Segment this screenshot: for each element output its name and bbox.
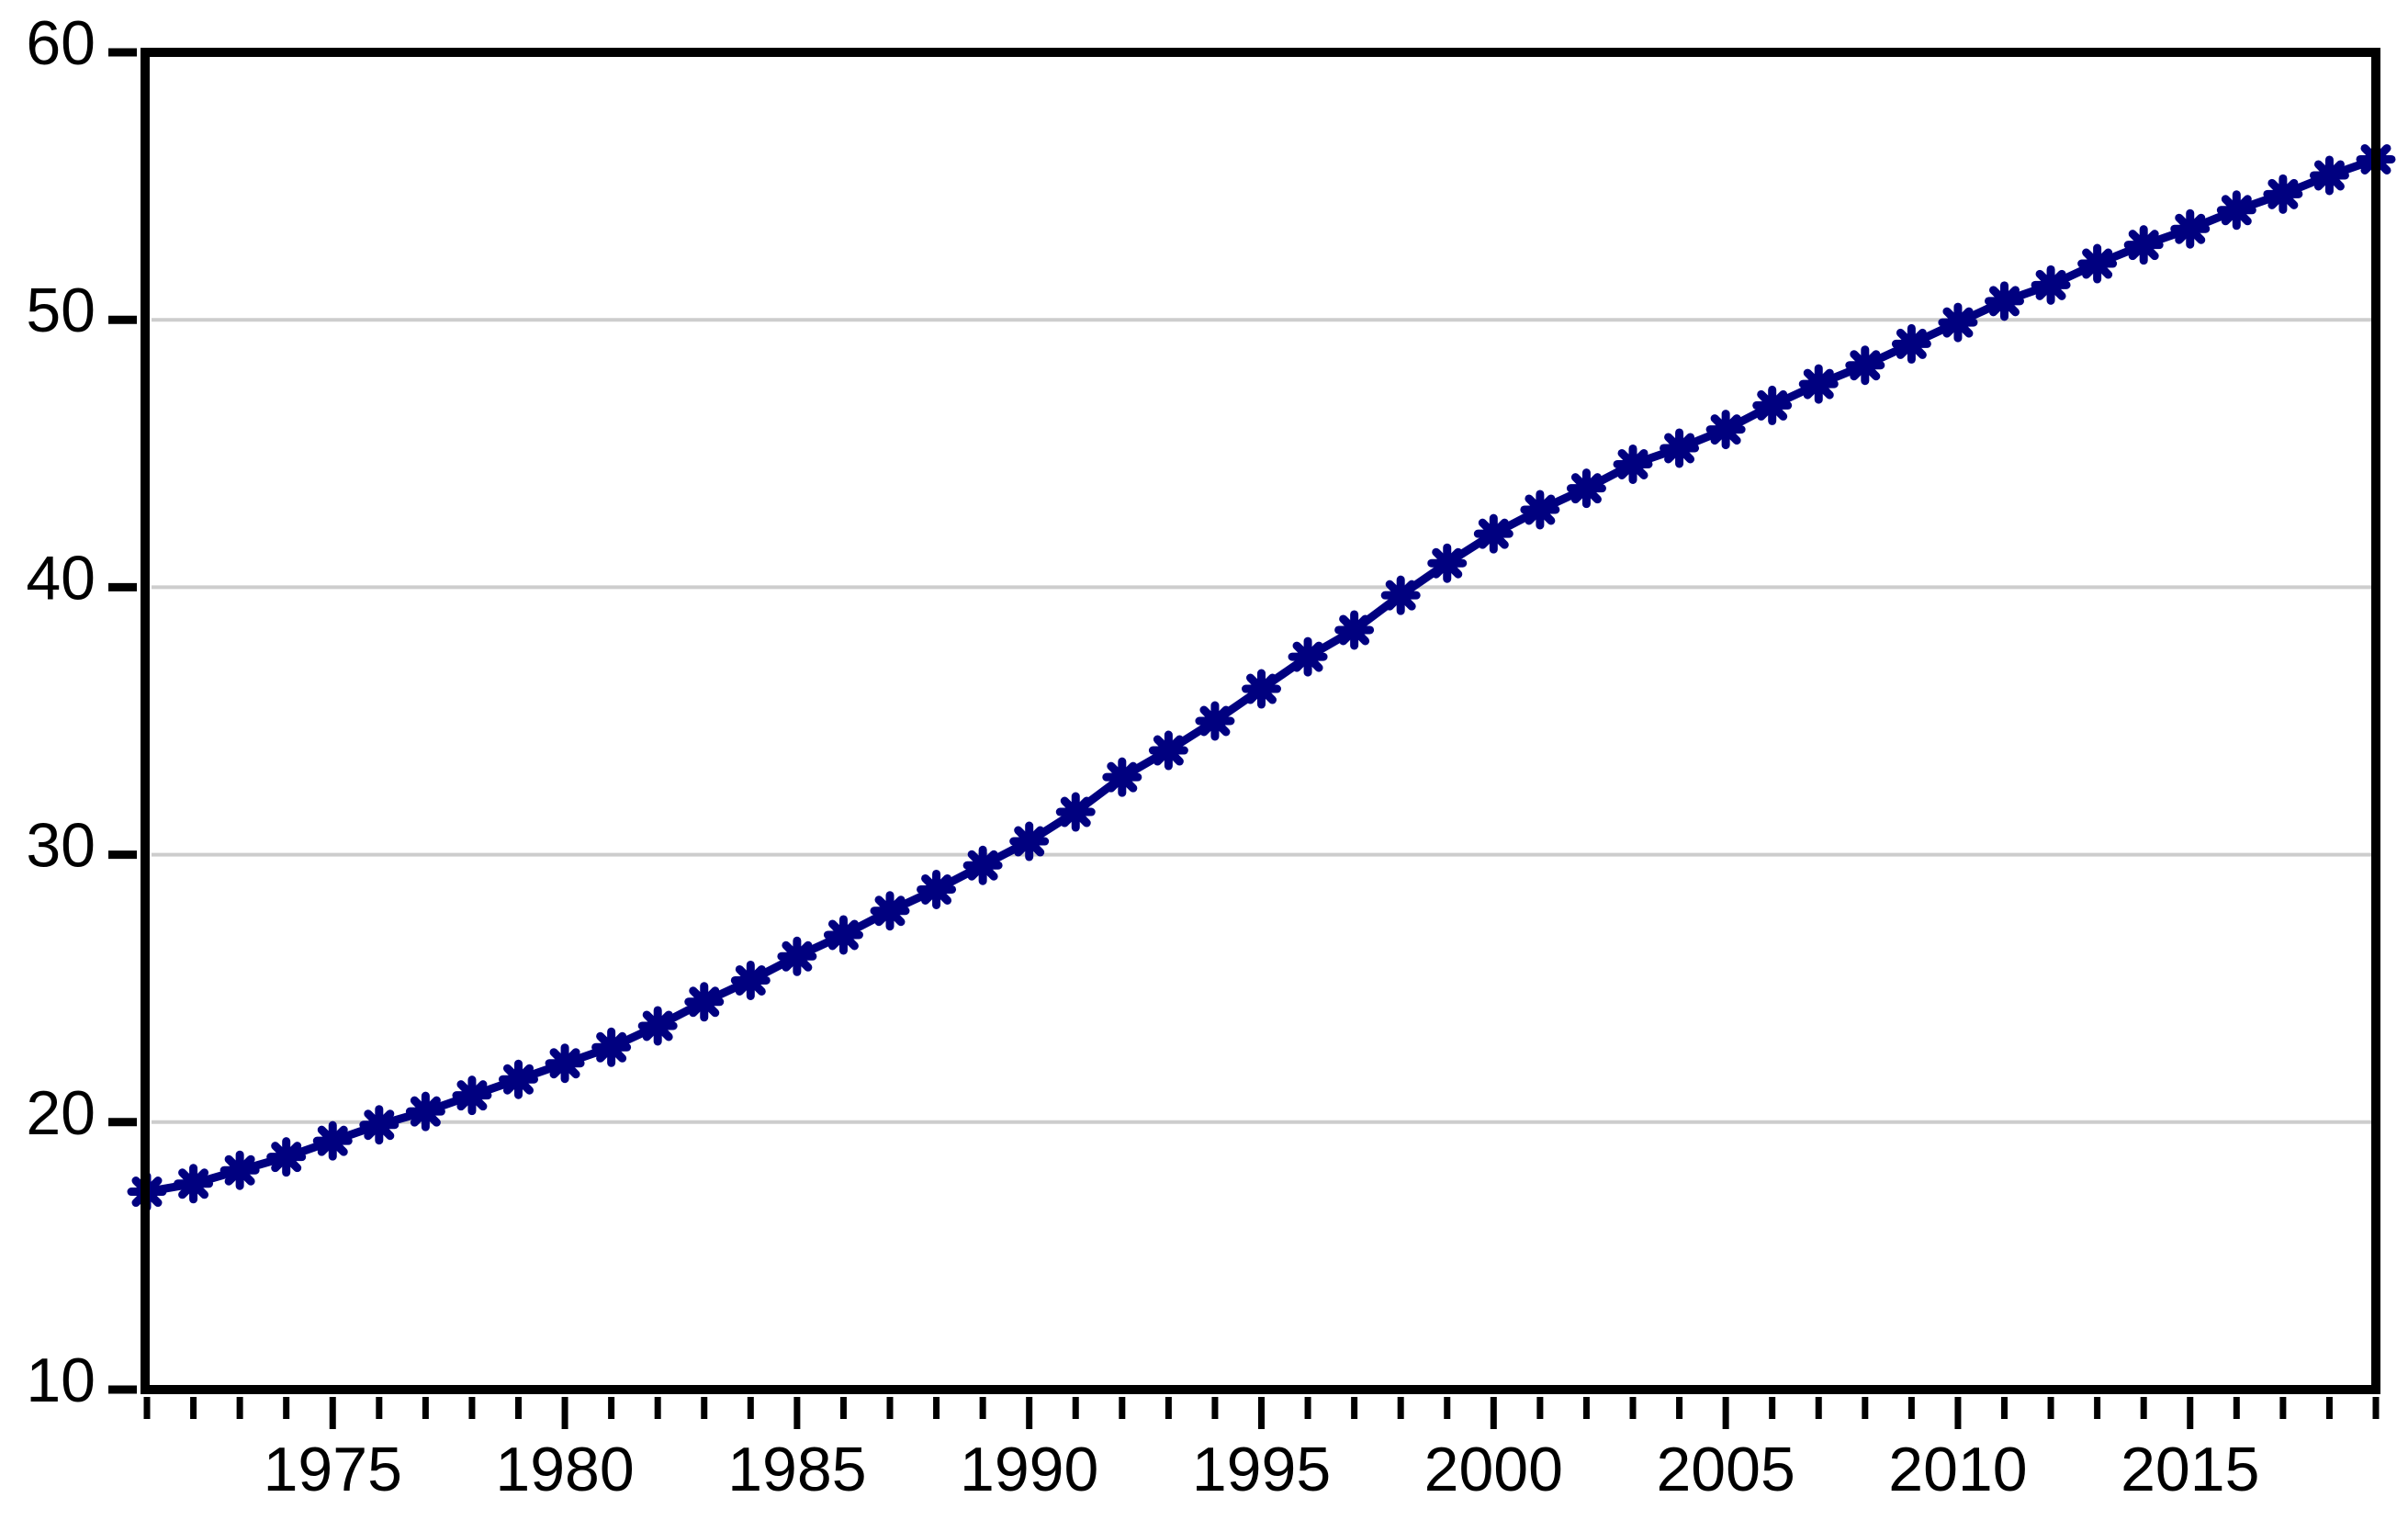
data-point-marker-2009 xyxy=(1896,328,1927,359)
data-point-marker-1973 xyxy=(224,1154,255,1186)
y-tick-label-30: 30 xyxy=(26,811,96,881)
data-point-marker-1976 xyxy=(364,1109,395,1141)
data-point-marker-1974 xyxy=(271,1142,302,1173)
data-point-marker-1981 xyxy=(596,1031,627,1063)
data-point-marker-1979 xyxy=(503,1064,534,1095)
data-point-marker-2008 xyxy=(1850,350,1881,381)
x-tick-label-1980: 1980 xyxy=(495,1435,634,1504)
x-tick-label-1975: 1975 xyxy=(264,1435,402,1504)
data-point-marker-2004 xyxy=(1664,433,1695,464)
data-point-marker-1997 xyxy=(1339,614,1370,646)
data-point-marker-1989 xyxy=(967,850,998,881)
data-point-marker-1982 xyxy=(642,1010,673,1041)
x-tick-label-1990: 1990 xyxy=(960,1435,1098,1504)
data-point-marker-2012 xyxy=(2035,269,2066,300)
data-point-marker-1999 xyxy=(1432,547,1463,579)
y-tick-label-10: 10 xyxy=(26,1345,96,1415)
data-point-marker-1978 xyxy=(456,1080,488,1111)
data-point-marker-1990 xyxy=(1014,826,1045,857)
data-point-marker-1995 xyxy=(1246,673,1277,704)
data-point-marker-2006 xyxy=(1757,389,1788,421)
y-tick-label-20: 20 xyxy=(26,1078,96,1148)
x-tick-label-1985: 1985 xyxy=(727,1435,866,1504)
data-point-marker-1984 xyxy=(735,964,766,996)
data-point-marker-2002 xyxy=(1570,473,1602,504)
plot-border xyxy=(141,48,2380,1394)
data-point-marker-1996 xyxy=(1292,641,1323,672)
y-tick-label-60: 60 xyxy=(26,8,96,78)
data-point-marker-2001 xyxy=(1525,494,1556,525)
data-point-marker-2011 xyxy=(1989,286,2020,317)
x-tick-label-2000: 2000 xyxy=(1424,1435,1563,1504)
data-point-marker-2013 xyxy=(2082,248,2113,279)
data-point-marker-2000 xyxy=(1478,518,1509,549)
x-tick-label-2015: 2015 xyxy=(2121,1435,2259,1504)
x-tick-label-2005: 2005 xyxy=(1656,1435,1795,1504)
data-point-marker-1992 xyxy=(1107,761,1138,793)
data-point-marker-1987 xyxy=(874,895,906,927)
x-tick-label-1995: 1995 xyxy=(1192,1435,1331,1504)
data-point-marker-1972 xyxy=(178,1168,209,1199)
data-point-marker-1975 xyxy=(317,1125,348,1156)
x-tick-label-2010: 2010 xyxy=(1888,1435,2027,1504)
data-point-marker-2010 xyxy=(1942,307,1974,338)
data-point-marker-1998 xyxy=(1385,580,1416,611)
data-point-marker-2016 xyxy=(2221,195,2252,226)
data-point-marker-1985 xyxy=(782,940,813,972)
y-tick-label-40: 40 xyxy=(26,543,96,613)
data-point-marker-1983 xyxy=(689,986,720,1018)
data-point-marker-1977 xyxy=(410,1096,441,1127)
data-point-marker-1991 xyxy=(1060,796,1091,828)
data-point-marker-2005 xyxy=(1710,414,1741,445)
data-point-marker-1980 xyxy=(549,1048,580,1079)
data-point-marker-2003 xyxy=(1617,448,1648,479)
data-point-marker-2015 xyxy=(2175,213,2206,244)
data-point-marker-2018 xyxy=(2313,160,2345,191)
data-point-marker-1986 xyxy=(827,919,859,951)
data-point-marker-2014 xyxy=(2128,230,2159,261)
data-point-marker-1994 xyxy=(1199,705,1231,737)
data-point-marker-2007 xyxy=(1803,368,1834,400)
y-tick-label-50: 50 xyxy=(26,276,96,345)
data-point-marker-1993 xyxy=(1153,735,1184,766)
data-point-marker-2017 xyxy=(2267,178,2299,209)
data-point-marker-1988 xyxy=(921,873,952,905)
